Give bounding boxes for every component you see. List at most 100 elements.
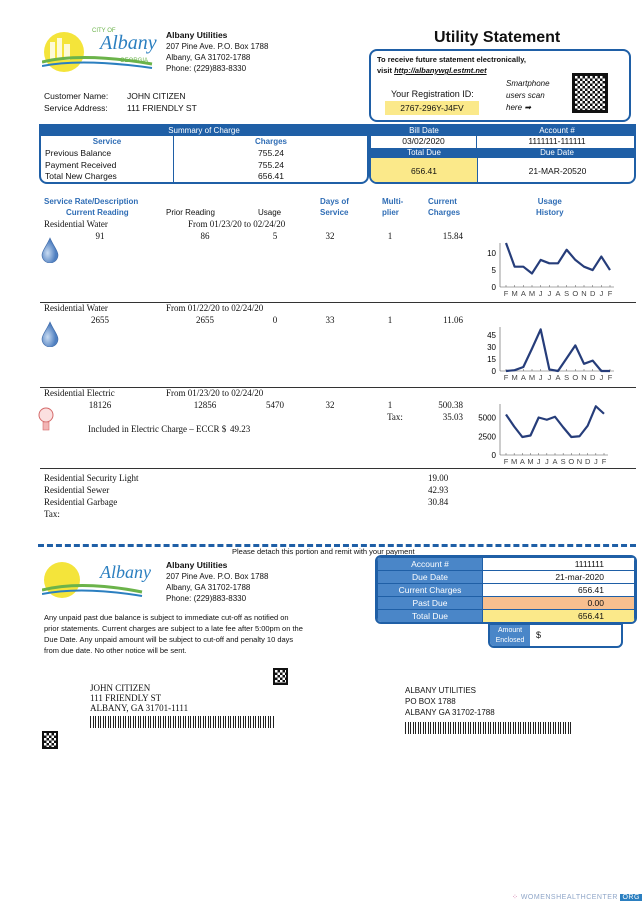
usage: 5 (272, 231, 278, 241)
service-name: Residential Water (44, 219, 108, 229)
days: 32 (325, 400, 335, 410)
x-tick-label: O (572, 373, 578, 382)
y-tick-label: 0 (492, 367, 497, 376)
x-tick-label: O (568, 457, 574, 466)
amount-enclosed-box: Amount Enclosed $ (488, 623, 623, 648)
x-tick-label: F (608, 289, 613, 298)
total-due: 656.41 (371, 158, 477, 182)
x-tick-label: F (504, 457, 509, 466)
albany-logo-remit: Albany (41, 558, 162, 606)
x-tick-label: D (585, 457, 591, 466)
registration-id: 2767-296Y-J4FV (385, 101, 479, 115)
x-tick-label: A (521, 373, 526, 382)
current: 2655 (91, 315, 109, 325)
x-tick-label: D (590, 289, 596, 298)
x-tick-label: N (581, 373, 586, 382)
bill-info: Bill Date Account # 03/02/2020 1111111-1… (369, 124, 636, 184)
summary-table: Summary of Charge Service Charges Previo… (39, 124, 369, 184)
qr-code[interactable] (572, 73, 608, 113)
eccr_label: Included in Electric Charge – ECCR $ (88, 424, 227, 434)
mult: 1 (387, 231, 393, 241)
x-tick-label: F (504, 373, 509, 382)
albany-logo: CITY OF Albany GEORGIA (41, 28, 162, 76)
x-tick-label: A (555, 289, 560, 298)
x-tick-label: N (581, 289, 586, 298)
x-tick-label: A (520, 457, 525, 466)
y-tick-label: 5000 (478, 414, 496, 423)
x-tick-label: D (590, 373, 596, 382)
charge: 15.84 (442, 231, 463, 241)
x-tick-label: A (521, 289, 526, 298)
water-drop-icon (41, 237, 59, 263)
x-tick-label: J (599, 289, 603, 298)
prior: 2655 (196, 315, 214, 325)
x-tick-label: N (577, 457, 582, 466)
usage-series-line (505, 405, 605, 439)
mailing-address: JOHN CITIZEN 111 FRIENDLY ST ALBANY, GA 31… (90, 683, 275, 728)
y-tick-label: 5 (492, 266, 497, 275)
usage: 0 (272, 315, 278, 325)
x-tick-label: M (529, 289, 535, 298)
days: 32 (325, 231, 335, 241)
remit-barcode (405, 722, 573, 734)
y-tick-label: 30 (487, 343, 496, 352)
x-tick-label: M (512, 373, 518, 382)
y-tick-label: 0 (492, 283, 497, 292)
y-tick-label: 45 (487, 331, 496, 340)
postal-barcode (90, 716, 275, 728)
x-tick-label: J (599, 373, 603, 382)
water-drop-icon (41, 321, 59, 347)
service-period: From 01/23/20 to 02/24/20 (188, 219, 286, 229)
x-tick-label: M (512, 289, 518, 298)
x-tick-label: S (561, 457, 566, 466)
x-tick-label: A (555, 373, 560, 382)
service-name: Residential Water (44, 303, 108, 313)
y-tick-label: 0 (492, 451, 497, 460)
mult: 1 (387, 315, 393, 325)
x-tick-label: F (602, 457, 607, 466)
x-tick-label: M (529, 373, 535, 382)
late-fee-notice: Any unpaid past due balance is subject t… (44, 613, 303, 655)
x-tick-label: J (545, 457, 549, 466)
amount-enclosed-input[interactable]: $ (536, 630, 542, 640)
ebill-link[interactable]: http://albanywgl.estmt.net (394, 66, 487, 75)
x-tick-label: J (539, 373, 543, 382)
ebill-box: To receive future statement electronical… (369, 49, 631, 122)
customer-info: Customer Name: JOHN CITIZEN Service Addre… (44, 91, 197, 113)
other-charges: Residential Security Light Residential Se… (44, 473, 139, 519)
logo-icon (41, 32, 153, 72)
service-name: Residential Electric (44, 388, 115, 398)
x-tick-label: J (537, 457, 541, 466)
current: 91 (95, 231, 105, 241)
x-tick-label: J (547, 289, 551, 298)
mult: 1 (387, 400, 393, 410)
x-tick-label: S (564, 373, 569, 382)
y-tick-label: 2500 (478, 432, 496, 441)
charge: 11.06 (443, 315, 463, 325)
x-tick-label: J (539, 289, 543, 298)
x-tick-label: F (608, 373, 613, 382)
days: 33 (325, 315, 335, 325)
remit-table: Account #1111111 Due Date 21-mar-2020 Cur… (375, 555, 637, 624)
prior: 86 (200, 231, 210, 241)
x-tick-label: J (594, 457, 598, 466)
usage-series-line (504, 242, 611, 275)
y-tick-label: 15 (487, 355, 496, 364)
tax_label: Tax: (387, 412, 403, 422)
x-tick-label: O (572, 289, 578, 298)
tax: 35.03 (442, 412, 463, 422)
light-bulb-icon (38, 407, 54, 431)
x-tick-label: S (564, 289, 569, 298)
page-title: Utility Statement (434, 29, 561, 46)
x-tick-label: J (547, 373, 551, 382)
x-tick-label: A (552, 457, 557, 466)
detach-line (38, 544, 636, 547)
usage: 5470 (266, 400, 284, 410)
service-period: From 01/23/20 to 02/24/20 (166, 388, 264, 398)
eccr: 49.23 (230, 424, 251, 434)
dots-icon: ⁘ (512, 894, 519, 901)
usage-series-line (505, 328, 610, 373)
